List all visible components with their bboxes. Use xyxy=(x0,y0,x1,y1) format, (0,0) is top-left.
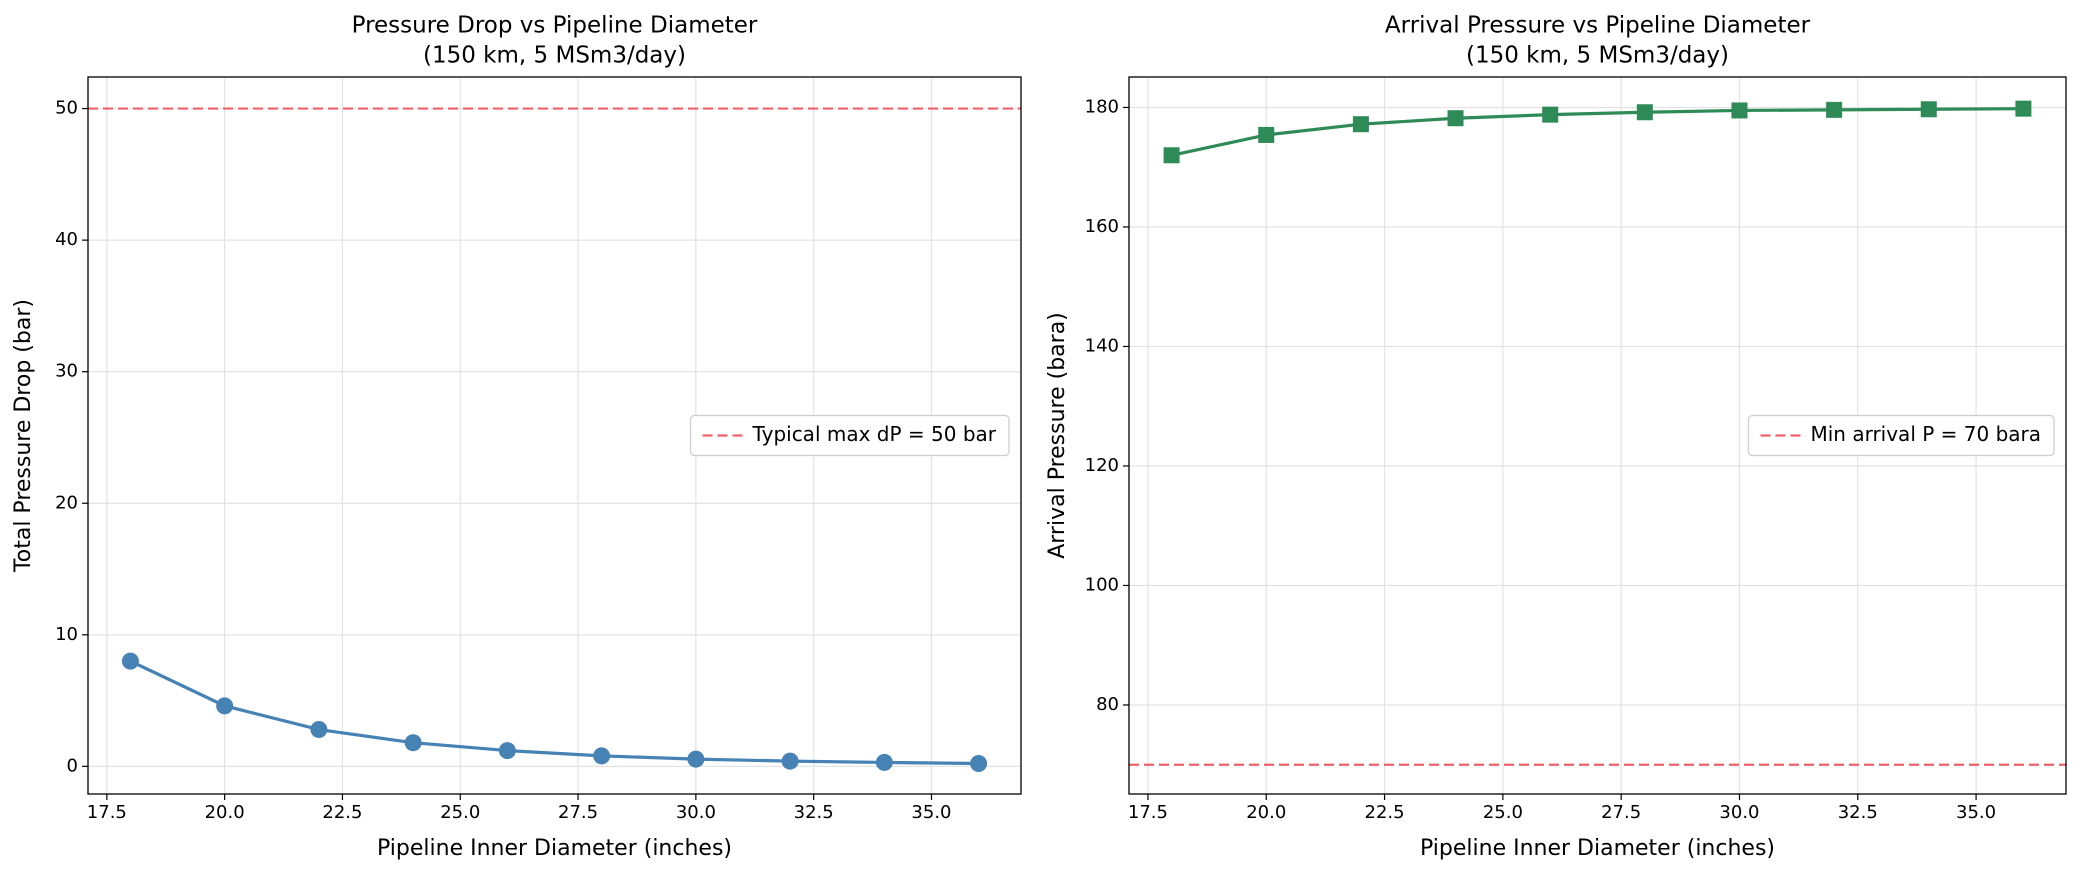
y-tick-label: 0 xyxy=(67,755,78,776)
y-tick-label: 40 xyxy=(55,229,78,250)
marker xyxy=(687,750,705,768)
data-line xyxy=(1171,107,2024,157)
legend: Min arrival P = 70 bara xyxy=(1747,414,2055,457)
x-tick-label: 22.5 xyxy=(1365,802,1405,823)
marker xyxy=(1731,102,1748,119)
x-tick-label: 32.5 xyxy=(1838,802,1878,823)
chart-title: Pressure Drop vs Pipeline Diameter xyxy=(352,13,758,39)
x-tick-label: 25.0 xyxy=(440,802,480,823)
plot-frame xyxy=(87,76,1022,795)
y-tick-label: 180 xyxy=(1085,96,1119,117)
legend-box xyxy=(689,414,1010,457)
x-tick-label: 35.0 xyxy=(911,802,951,823)
x-tick-label: 32.5 xyxy=(794,802,834,823)
marker xyxy=(310,721,328,739)
chart-subtitle: (150 km, 5 MSm3/day) xyxy=(1466,43,1729,69)
y-tick-label: 140 xyxy=(1085,335,1119,356)
marker xyxy=(1447,110,1464,127)
y-axis-label: Arrival Pressure (bara) xyxy=(1045,312,1070,559)
y-axis-label: Total Pressure Drop (bar) xyxy=(11,299,36,573)
y-tick-label: 50 xyxy=(55,98,78,119)
x-axis-label: Pipeline Inner Diameter (inches) xyxy=(377,836,732,861)
marker xyxy=(121,652,139,670)
data-line xyxy=(129,659,979,766)
x-tick-label: 35.0 xyxy=(1956,802,1996,823)
x-axis-label: Pipeline Inner Diameter (inches) xyxy=(1420,836,1775,861)
marker xyxy=(404,734,422,752)
x-tick-label: 30.0 xyxy=(1719,802,1759,823)
y-tick-label: 20 xyxy=(55,492,78,513)
x-tick-label: 27.5 xyxy=(1601,802,1641,823)
y-tick-label: 160 xyxy=(1085,216,1119,237)
marker xyxy=(1352,116,1369,133)
marker xyxy=(1163,147,1180,164)
y-tick-label: 10 xyxy=(55,624,78,645)
x-tick-label: 17.5 xyxy=(1128,802,1168,823)
chart-subtitle: (150 km, 5 MSm3/day) xyxy=(423,43,686,69)
marker xyxy=(498,742,516,760)
marker xyxy=(781,752,799,770)
y-tick-label: 80 xyxy=(1096,694,1119,715)
y-tick-label: 30 xyxy=(55,361,78,382)
marker xyxy=(216,697,234,715)
x-tick-label: 20.0 xyxy=(1246,802,1286,823)
plot-frame xyxy=(1128,76,2067,795)
x-tick-label: 25.0 xyxy=(1483,802,1523,823)
legend-box xyxy=(1747,414,2055,457)
y-tick-label: 120 xyxy=(1085,455,1119,476)
marker xyxy=(1920,101,1937,118)
x-tick-label: 30.0 xyxy=(676,802,716,823)
x-tick-label: 20.0 xyxy=(205,802,245,823)
marker xyxy=(1636,104,1653,121)
x-tick-label: 17.5 xyxy=(87,802,127,823)
marker xyxy=(875,753,893,771)
x-tick-label: 22.5 xyxy=(322,802,362,823)
y-tick-label: 100 xyxy=(1085,574,1119,595)
chart-title: Arrival Pressure vs Pipeline Diameter xyxy=(1385,13,1811,39)
marker xyxy=(1826,101,1843,118)
legend-label: Min arrival P = 70 bara xyxy=(1810,422,2041,446)
x-tick-label: 27.5 xyxy=(558,802,598,823)
marker xyxy=(593,747,611,765)
marker xyxy=(1542,106,1559,123)
legend-label: Typical max dP = 50 bar xyxy=(752,422,997,446)
legend: Typical max dP = 50 bar xyxy=(689,414,1010,457)
marker xyxy=(2015,100,2032,117)
marker xyxy=(1258,126,1275,143)
marker xyxy=(970,754,988,772)
